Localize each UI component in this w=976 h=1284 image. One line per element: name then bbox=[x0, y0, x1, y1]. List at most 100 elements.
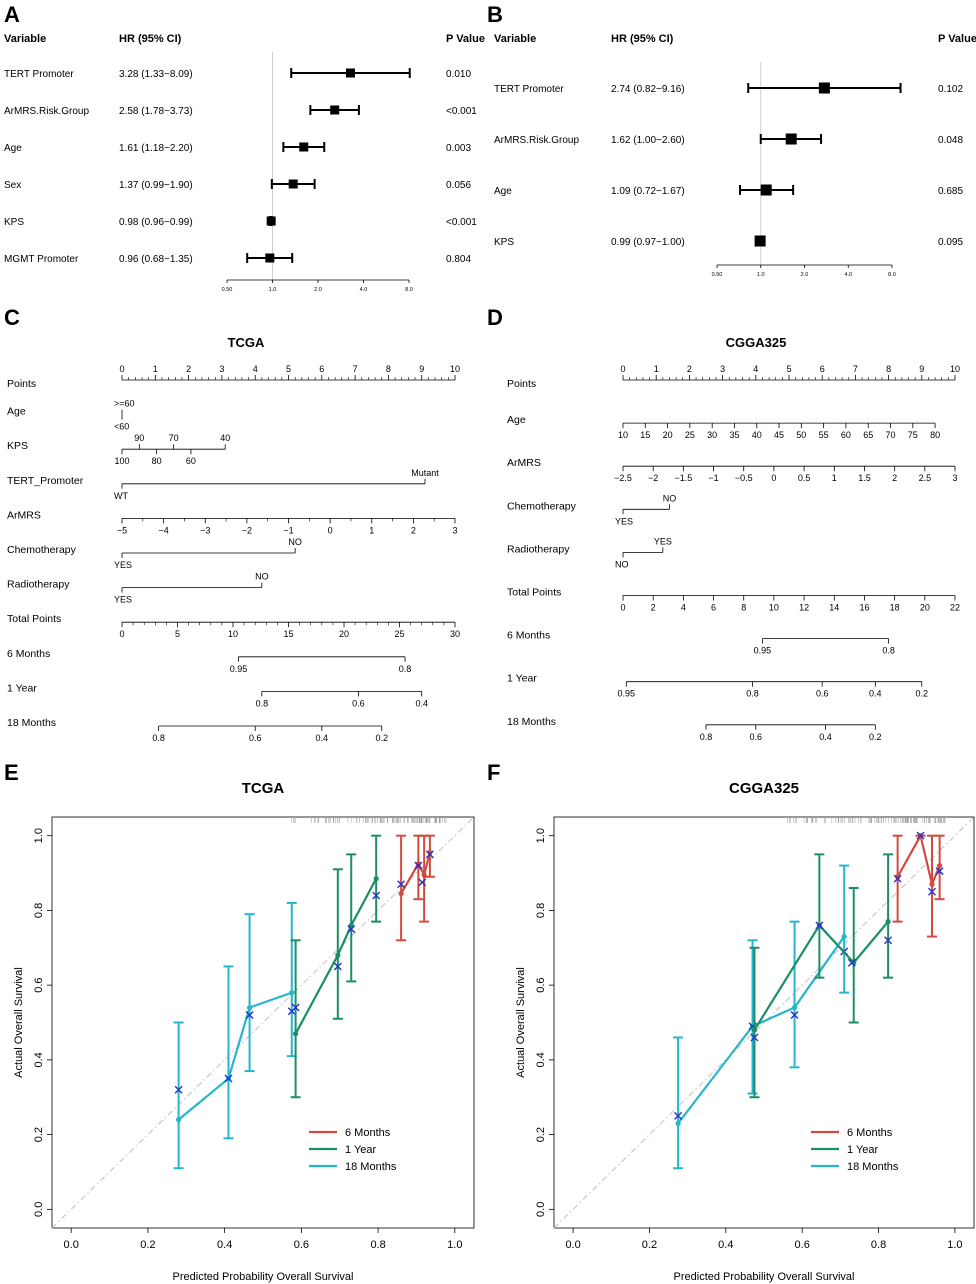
nomogram-title: CGGA325 bbox=[726, 335, 787, 350]
y-tick-label: 0.4 bbox=[535, 1052, 547, 1067]
y-tick-label: 0.4 bbox=[33, 1052, 45, 1067]
tick-label: 0.8 bbox=[399, 664, 412, 674]
y-tick-label: 0.2 bbox=[535, 1127, 547, 1142]
row-hr-text: 3.28 (1.33−8.09) bbox=[119, 69, 193, 80]
tick-label: 20 bbox=[339, 629, 349, 639]
tick-label: −1.5 bbox=[674, 473, 692, 483]
row-label: TERT_Promoter bbox=[7, 475, 84, 487]
tick-label: 7 bbox=[853, 364, 858, 374]
tick-label: 0.5 bbox=[798, 473, 811, 483]
tick-label: 40 bbox=[220, 433, 230, 443]
plot-frame bbox=[553, 816, 975, 1229]
tick-label: 0 bbox=[119, 364, 124, 374]
tick-label: 0.8 bbox=[746, 689, 759, 699]
nomogram-title: TCGA bbox=[228, 335, 265, 350]
data-point bbox=[246, 1004, 253, 1011]
bias-corrected-point bbox=[750, 1033, 759, 1042]
data-point bbox=[293, 1031, 299, 1037]
header-variable: Variable bbox=[494, 33, 536, 45]
row-label: Chemotherapy bbox=[7, 544, 77, 556]
bias-corrected-point bbox=[174, 1085, 183, 1094]
tick-label: 20 bbox=[920, 603, 930, 613]
forest-plot-b: Variable HR (95% CI) P Value TERT Promoter 2… bbox=[494, 33, 976, 278]
tick-label: 0 bbox=[328, 525, 333, 535]
row-label: 6 Months bbox=[7, 648, 50, 660]
tick-label: 0.6 bbox=[249, 733, 262, 743]
legend-label: 18 Months bbox=[345, 1161, 397, 1173]
bias-corrected-point bbox=[893, 874, 902, 883]
tick-label: 16 bbox=[859, 603, 869, 613]
series-line bbox=[896, 832, 941, 888]
hr-point bbox=[785, 133, 797, 145]
x-tick-label: 0.8 bbox=[871, 1239, 886, 1251]
bias-corrected-point bbox=[418, 878, 427, 887]
bias-corrected-point bbox=[245, 1011, 254, 1020]
y-tick-label: 0.8 bbox=[535, 903, 547, 918]
cross-stroke bbox=[291, 1003, 300, 1012]
row-label: Chemotherapy bbox=[507, 500, 577, 512]
data-point bbox=[841, 933, 847, 940]
row-variable: ArMRS.Risk.Group bbox=[4, 106, 89, 117]
tick-label: 4 bbox=[681, 603, 686, 613]
bias-corrected-point bbox=[884, 936, 893, 945]
bias-corrected-point bbox=[425, 850, 434, 859]
plot-frame bbox=[51, 816, 475, 1229]
tick-label: 2.5 bbox=[919, 473, 932, 483]
tick-label: 8 bbox=[386, 364, 391, 374]
hr-point bbox=[265, 253, 275, 263]
x-tick-label: 0.6 bbox=[294, 1239, 309, 1251]
row-hr-text: 1.62 (1.00−2.60) bbox=[611, 135, 685, 146]
tick-label: YES bbox=[615, 516, 633, 526]
cross-stroke bbox=[174, 1085, 183, 1094]
y-tick-label: 0.8 bbox=[33, 903, 45, 918]
x-tick-label: 0.4 bbox=[718, 1239, 733, 1251]
tick-label: 90 bbox=[134, 433, 144, 443]
calibration-plot-tcga: TCGA 0.0 0.0 0.2 0.2 0.4 0.4 0.6 0.6 0.8 0.8 1.0 1.0… bbox=[13, 780, 475, 1283]
tick-label: 0.8 bbox=[882, 646, 895, 656]
x-tick-label: 0.4 bbox=[217, 1239, 232, 1251]
tick-label: 15 bbox=[283, 629, 293, 639]
bias-corrected-point bbox=[790, 1011, 799, 1020]
ideal-diagonal bbox=[51, 816, 475, 1229]
forest-plot-a: Variable HR (95% CI) P Value TERT Promoter 3… bbox=[4, 33, 485, 293]
row-p-value: 0.095 bbox=[938, 237, 963, 248]
tick-label: −3 bbox=[200, 525, 210, 535]
tick-label: 18 bbox=[890, 603, 900, 613]
tick-label: −2 bbox=[242, 525, 252, 535]
tick-label: 25 bbox=[685, 430, 695, 440]
cross-stroke bbox=[790, 1011, 799, 1020]
tick-label: 0.6 bbox=[750, 732, 763, 742]
row-p-value: <0.001 bbox=[446, 106, 477, 117]
ideal-diagonal bbox=[553, 816, 975, 1229]
tick-label: 1 bbox=[153, 364, 158, 374]
tick-label: −5 bbox=[117, 525, 127, 535]
bias-corrected-point bbox=[291, 1003, 300, 1012]
tick-label: 2 bbox=[687, 364, 692, 374]
y-tick-label: 0.6 bbox=[535, 977, 547, 992]
row-label: Radiotherapy bbox=[7, 579, 70, 591]
x-tick-label: 0.2 bbox=[642, 1239, 657, 1251]
tick-label: 35 bbox=[729, 430, 739, 440]
x-tick-label: 8.0 bbox=[888, 272, 896, 278]
tick-label: 75 bbox=[908, 430, 918, 440]
hr-point bbox=[288, 179, 298, 189]
row-p-value: 0.010 bbox=[446, 69, 471, 80]
tick-label: −1 bbox=[708, 473, 718, 483]
cross-stroke bbox=[418, 878, 427, 887]
bias-corrected-point bbox=[928, 887, 936, 896]
bias-corrected-point bbox=[224, 1074, 233, 1083]
data-point bbox=[335, 952, 341, 958]
tick-label: 14 bbox=[829, 603, 839, 613]
bias-corrected-point bbox=[347, 925, 356, 934]
row-variable: TERT Promoter bbox=[4, 69, 74, 80]
panel-letter-c: C bbox=[4, 305, 20, 330]
row-p-value: 0.804 bbox=[446, 254, 471, 265]
y-tick-label: 0.0 bbox=[33, 1202, 45, 1217]
tick-label: 0.2 bbox=[375, 733, 388, 743]
row-label: KPS bbox=[7, 440, 28, 452]
row-label: Total Points bbox=[507, 587, 561, 599]
x-tick-label: 0.0 bbox=[565, 1239, 580, 1251]
tick-label: 2 bbox=[892, 473, 897, 483]
tick-label: 3 bbox=[720, 364, 725, 374]
row-label: 1 Year bbox=[507, 673, 537, 685]
